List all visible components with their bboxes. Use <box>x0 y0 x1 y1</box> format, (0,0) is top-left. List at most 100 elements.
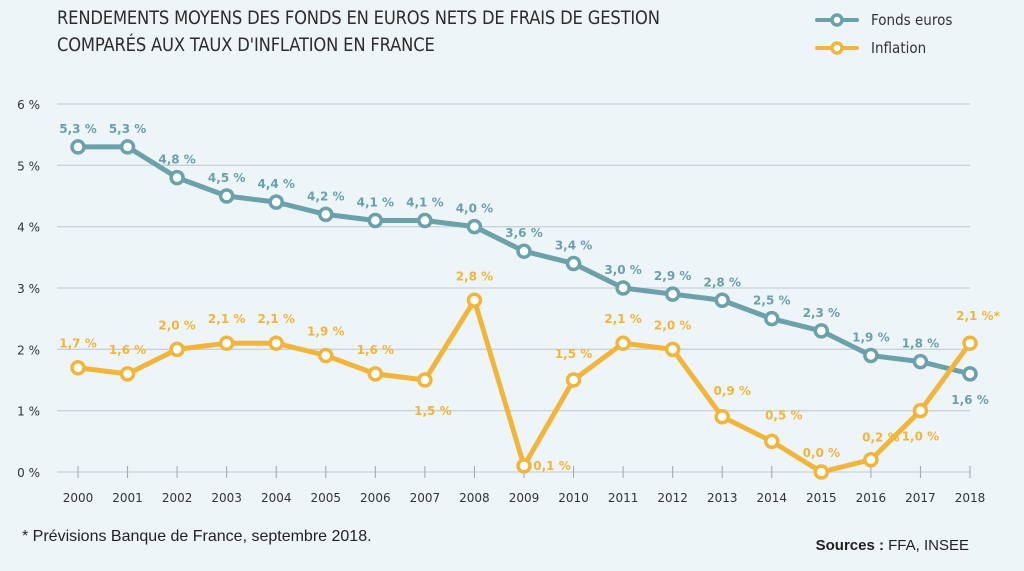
data-point-inflation <box>615 335 631 351</box>
data-labels: 5,3 % 5,3 % 4,8 % 4,5 % 4,4 % 4,2 % 4,1 % 4,1 %… <box>59 122 1000 473</box>
chart-title-line-2: COMPARÉS AUX TAUX D'INFLATION EN FRANCE <box>57 34 435 56</box>
x-tick-label: 2006 <box>360 491 391 505</box>
x-tick-label: 2001 <box>112 491 143 505</box>
data-label-fonds-euros: 4,5 % <box>208 171 245 185</box>
y-tick-label: 6 % <box>17 98 40 112</box>
data-label-fonds-euros: 1,6 % <box>951 393 988 407</box>
data-point-fonds-euros <box>318 206 334 223</box>
y-tick-label: 2 % <box>17 343 40 357</box>
y-axis-labels: 0 % 1 % 2 % 3 % 4 % 5 % 6 % <box>17 98 40 480</box>
data-point-inflation <box>813 464 830 480</box>
data-label-inflation: 2,0 % <box>654 318 691 332</box>
y-tick-label: 4 % <box>17 221 40 235</box>
legend-label-fonds-euros: Fonds euros <box>871 11 953 29</box>
y-tick-label: 5 % <box>17 159 40 173</box>
data-label-fonds-euros: 1,9 % <box>852 330 889 344</box>
data-label-inflation: 2,8 % <box>456 269 493 283</box>
data-label-fonds-euros: 4,8 % <box>158 153 195 167</box>
y-tick-label: 1 % <box>17 405 40 419</box>
data-point-fonds-euros <box>912 353 929 370</box>
data-point-inflation <box>714 409 730 425</box>
data-point-fonds-euros <box>417 212 433 229</box>
x-tick-label: 2014 <box>757 491 788 505</box>
data-label-fonds-euros: 4,1 % <box>357 196 394 210</box>
data-label-fonds-euros: 5,3 % <box>59 122 96 136</box>
x-tick-label: 2017 <box>905 491 936 505</box>
data-point-fonds-euros <box>70 139 86 155</box>
data-point-fonds-euros <box>615 280 631 296</box>
data-label-inflation: 0,5 % <box>765 408 802 422</box>
data-point-inflation <box>70 359 86 376</box>
data-point-inflation <box>664 341 681 358</box>
data-label-inflation: 1,6 % <box>357 343 394 357</box>
legend-marker-inflation-icon <box>815 41 859 55</box>
data-label-fonds-euros: 4,4 % <box>257 177 294 191</box>
x-tick-label: 2000 <box>63 491 94 505</box>
legend-item-fonds-euros: Fonds euros <box>815 6 961 34</box>
data-label-fonds-euros: 2,8 % <box>703 275 740 289</box>
data-label-fonds-euros: 4,0 % <box>456 202 493 216</box>
data-point-fonds-euros <box>169 169 185 186</box>
data-label-fonds-euros: 2,5 % <box>753 294 790 308</box>
x-tick-label: 2018 <box>955 491 986 505</box>
y-tick-label: 3 % <box>17 282 40 296</box>
data-point-fonds-euros <box>367 212 384 229</box>
data-point-inflation <box>119 366 136 382</box>
sources: Sources : FFA, INSEE <box>816 537 969 554</box>
x-tick-label: 2013 <box>707 491 738 505</box>
data-point-fonds-euros <box>863 347 879 364</box>
data-point-inflation <box>764 433 780 450</box>
x-tick-label: 2002 <box>162 491 193 505</box>
data-point-fonds-euros <box>466 218 483 235</box>
data-point-inflation <box>169 341 185 358</box>
x-tick-label: 2009 <box>509 491 540 505</box>
data-label-inflation: 2,0 % <box>158 318 195 332</box>
data-label-inflation: 2,1 %* <box>956 309 1000 323</box>
data-point-inflation <box>367 366 384 382</box>
data-point-inflation <box>417 372 433 388</box>
data-point-fonds-euros <box>813 323 830 339</box>
sources-value: FFA, INSEE <box>883 537 969 554</box>
data-label-inflation: 1,5 % <box>414 404 451 418</box>
x-tick-label: 2012 <box>657 491 688 505</box>
data-label-fonds-euros: 2,9 % <box>654 269 691 283</box>
data-label-inflation: 1,5 % <box>555 347 592 361</box>
x-axis: 2000 2001 2002 2003 2004 2005 2006 2007 2008 2009… <box>63 466 986 505</box>
data-label-fonds-euros: 3,0 % <box>604 263 641 277</box>
x-tick-label: 2011 <box>608 491 639 505</box>
legend: Fonds euros Inflation <box>815 6 961 62</box>
legend-item-inflation: Inflation <box>815 34 961 62</box>
legend-marker-fonds-euros-icon <box>815 13 859 27</box>
footnote: * Prévisions Banque de France, septembre… <box>22 528 372 545</box>
x-tick-label: 2015 <box>806 491 837 505</box>
x-tick-label: 2004 <box>261 491 292 505</box>
data-point-fonds-euros <box>962 366 978 382</box>
data-point-fonds-euros <box>714 292 730 309</box>
data-point-inflation <box>962 335 978 351</box>
chart-title: RENDEMENTS MOYENS DES FONDS EN EUROS NET… <box>57 5 660 59</box>
data-label-inflation: 1,9 % <box>307 324 344 338</box>
data-label-inflation: 1,7 % <box>59 337 96 351</box>
data-label-inflation: 0,0 % <box>803 446 840 460</box>
data-point-inflation <box>318 347 334 364</box>
data-label-fonds-euros: 5,3 % <box>109 122 146 136</box>
data-label-inflation: 2,1 % <box>208 312 245 326</box>
x-tick-label: 2003 <box>211 491 242 505</box>
x-tick-label: 2005 <box>311 491 342 505</box>
data-label-inflation: 0,1 % <box>533 459 570 473</box>
data-label-inflation: 1,6 % <box>109 343 146 357</box>
data-point-inflation <box>466 292 483 309</box>
data-label-fonds-euros: 1,8 % <box>902 337 939 351</box>
data-label-fonds-euros: 3,4 % <box>555 238 592 252</box>
x-tick-label: 2010 <box>558 491 589 505</box>
data-point-inflation <box>912 402 929 419</box>
data-point-fonds-euros <box>565 255 582 272</box>
data-label-fonds-euros: 4,1 % <box>406 196 443 210</box>
data-point-fonds-euros <box>516 243 532 259</box>
y-tick-label: 0 % <box>17 466 40 480</box>
data-point-inflation <box>863 451 879 468</box>
data-point-inflation <box>516 458 532 474</box>
data-point-fonds-euros <box>119 139 136 155</box>
data-label-fonds-euros: 2,3 % <box>803 306 840 320</box>
